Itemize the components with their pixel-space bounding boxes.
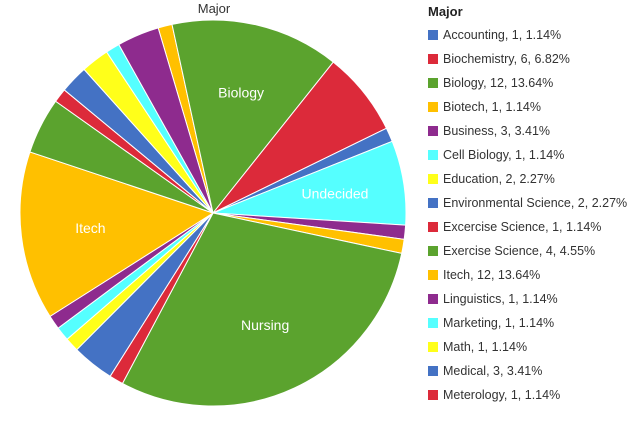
pie-slice-biology[interactable] — [171, 19, 335, 215]
legend-item[interactable]: Biotech, 1, 1.14% — [426, 99, 637, 116]
legend-label: Accounting, 1, 1.14% — [443, 28, 562, 42]
slice-label-itech: Itech — [75, 220, 105, 236]
legend-swatch — [428, 150, 438, 160]
legend-item[interactable]: Cell Biology, 1, 1.14% — [426, 147, 637, 164]
chart-title: Major — [198, 1, 231, 16]
legend-item[interactable]: Linguistics, 1, 1.14% — [426, 291, 637, 308]
legend-swatch — [428, 366, 438, 376]
legend-label: Biotech, 1, 1.14% — [443, 100, 541, 114]
legend-item[interactable]: Medical, 3, 3.41% — [426, 363, 637, 380]
legend-item[interactable]: Itech, 12, 13.64% — [426, 267, 637, 284]
legend-item[interactable]: Math, 1, 1.14% — [426, 339, 637, 356]
pie-slice-labels: Biology Undecided Nursing Itech — [75, 85, 368, 333]
legend-label: Cell Biology, 1, 1.14% — [443, 148, 565, 162]
legend-item[interactable]: Education, 2, 2.27% — [426, 171, 637, 188]
legend-item[interactable]: Meterology, 1, 1.14% — [426, 387, 637, 404]
legend-swatch — [428, 198, 438, 208]
pie-slice-business[interactable] — [118, 27, 214, 214]
legend-item[interactable]: Excercise Science, 1, 1.14% — [426, 219, 637, 236]
legend-swatch — [428, 174, 438, 184]
legend-label: Linguistics, 1, 1.14% — [443, 292, 558, 306]
legend-label: Marketing, 1, 1.14% — [443, 316, 555, 330]
legend-item[interactable]: Accounting, 1, 1.14% — [426, 27, 637, 44]
slice-label-nursing: Nursing — [241, 317, 289, 333]
slice-label-undecided: Undecided — [302, 185, 369, 201]
legend-title: Major — [428, 4, 463, 19]
legend-label: Biology, 12, 13.64% — [443, 76, 554, 90]
legend-label: Medical, 3, 3.41% — [443, 364, 543, 378]
legend-label: Education, 2, 2.27% — [443, 172, 555, 186]
legend-swatch — [428, 102, 438, 112]
pie-slice-nursing[interactable] — [121, 212, 403, 407]
legend-swatch — [428, 126, 438, 136]
legend-swatch — [428, 54, 438, 64]
legend-swatch — [428, 78, 438, 88]
legend-label: Excercise Science, 1, 1.14% — [443, 220, 602, 234]
legend-item[interactable]: Exercise Science, 4, 4.55% — [426, 243, 637, 260]
legend-swatch — [428, 294, 438, 304]
pie-slices — [19, 19, 407, 407]
legend-label: Exercise Science, 4, 4.55% — [443, 244, 596, 258]
legend-label: Itech, 12, 13.64% — [443, 268, 541, 282]
pie-chart-svg: Major Biology Undecided Nursing Itech — [19, 1, 407, 407]
legend-swatch — [428, 342, 438, 352]
legend-item[interactable]: Biochemistry, 6, 6.82% — [426, 51, 637, 68]
legend-swatch — [428, 30, 438, 40]
legend-item[interactable]: Biology, 12, 13.64% — [426, 75, 637, 92]
pie-slice-itech[interactable] — [19, 151, 215, 318]
legend-swatch — [428, 246, 438, 256]
legend-swatch — [428, 270, 438, 280]
legend-item[interactable]: Marketing, 1, 1.14% — [426, 315, 637, 332]
legend-label: Business, 3, 3.41% — [443, 124, 551, 138]
legend-label: Biochemistry, 6, 6.82% — [443, 52, 570, 66]
legend-swatch — [428, 222, 438, 232]
slice-label-biology: Biology — [218, 85, 264, 101]
legend-items: Accounting, 1, 1.14% Biochemistry, 6, 6.8… — [426, 27, 637, 411]
legend-item[interactable]: Environmental Science, 2, 2.27% — [426, 195, 637, 212]
legend-label: Environmental Science, 2, 2.27% — [443, 196, 628, 210]
legend-swatch — [428, 390, 438, 400]
legend-swatch — [428, 318, 438, 328]
legend-label: Meterology, 1, 1.14% — [443, 388, 561, 402]
legend-item[interactable]: Business, 3, 3.41% — [426, 123, 637, 140]
legend-label: Math, 1, 1.14% — [443, 340, 528, 354]
